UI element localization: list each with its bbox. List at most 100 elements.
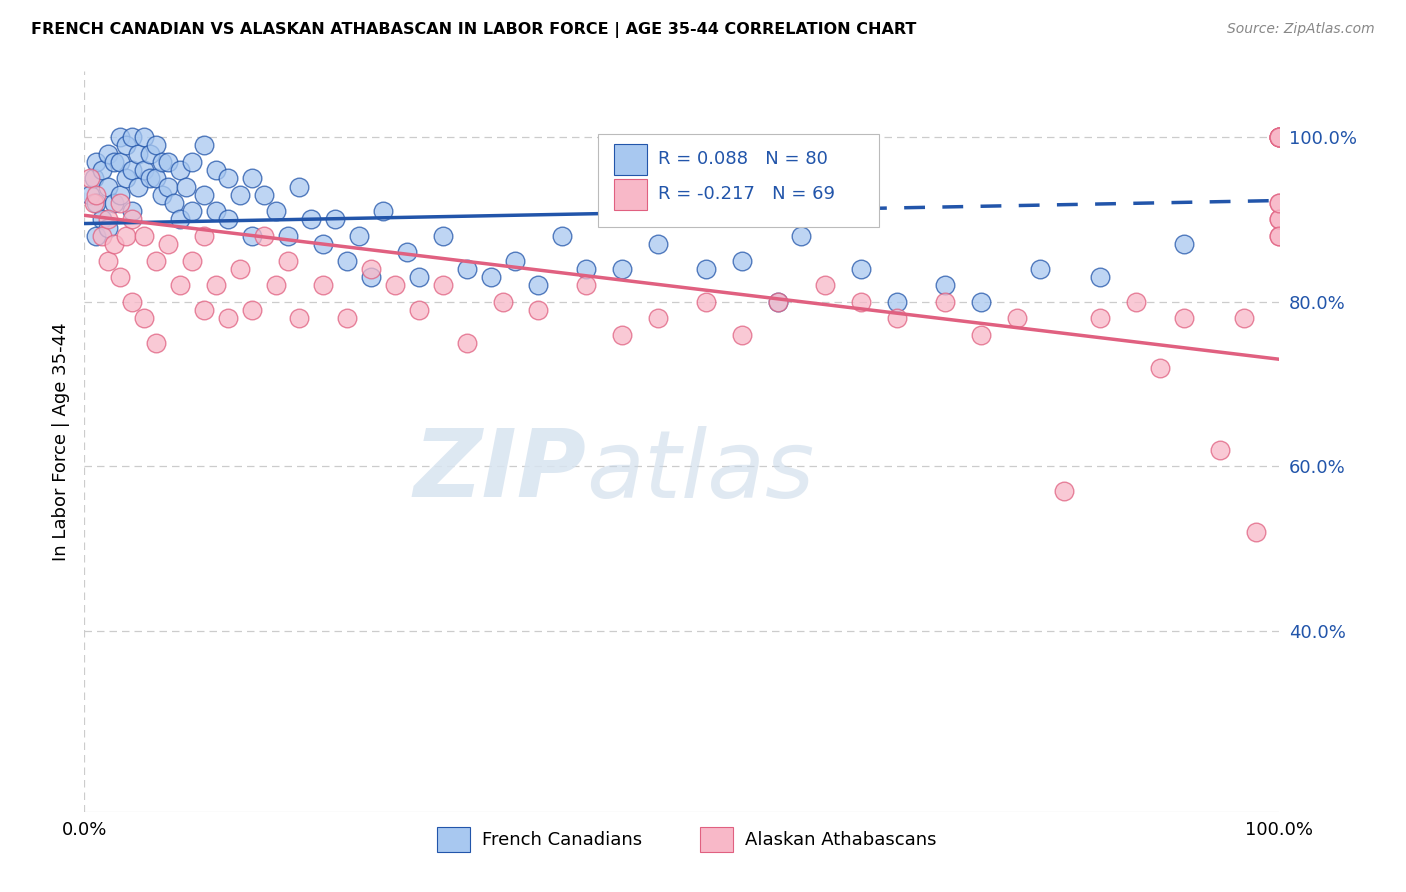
Point <box>288 179 311 194</box>
Point <box>157 154 180 169</box>
Point <box>253 228 276 243</box>
Text: atlas: atlas <box>586 425 814 516</box>
Point <box>181 204 204 219</box>
Point <box>193 302 215 317</box>
Point <box>277 228 299 243</box>
Point <box>139 146 162 161</box>
Point <box>1268 212 1291 227</box>
Point <box>217 311 239 326</box>
Point <box>240 171 263 186</box>
Point <box>312 278 335 293</box>
Point <box>503 253 526 268</box>
Point <box>575 261 598 276</box>
Point <box>492 294 515 309</box>
Point <box>886 311 908 326</box>
Point <box>1233 311 1256 326</box>
Point <box>432 278 454 293</box>
Point <box>121 130 143 145</box>
Point <box>731 253 754 268</box>
Point <box>790 228 813 243</box>
Text: R = -0.217   N = 69: R = -0.217 N = 69 <box>658 185 835 202</box>
Point <box>169 163 191 178</box>
Point <box>91 228 114 243</box>
Point <box>79 171 101 186</box>
Point <box>132 228 156 243</box>
Point <box>127 179 149 194</box>
Point <box>336 311 359 326</box>
Point <box>150 187 173 202</box>
Point <box>121 294 143 309</box>
Point <box>229 261 252 276</box>
Point <box>240 302 263 317</box>
Point <box>132 163 156 178</box>
Point <box>169 212 191 227</box>
Point <box>1029 261 1052 276</box>
Y-axis label: In Labor Force | Age 35-44: In Labor Force | Age 35-44 <box>52 322 70 561</box>
Text: R = 0.088   N = 80: R = 0.088 N = 80 <box>658 150 828 168</box>
Point <box>205 204 228 219</box>
Point <box>121 212 143 227</box>
Point <box>103 196 125 211</box>
Point <box>647 237 669 252</box>
Point <box>970 327 993 342</box>
Text: FRENCH CANADIAN VS ALASKAN ATHABASCAN IN LABOR FORCE | AGE 35-44 CORRELATION CHA: FRENCH CANADIAN VS ALASKAN ATHABASCAN IN… <box>31 22 917 38</box>
Text: French Canadians: French Canadians <box>482 830 643 849</box>
Point <box>205 163 228 178</box>
Point <box>97 253 120 268</box>
Point <box>181 253 204 268</box>
Bar <box>614 144 647 175</box>
Point <box>612 327 634 342</box>
Point <box>83 171 105 186</box>
Point <box>1268 228 1291 243</box>
Point <box>110 130 132 145</box>
Point <box>145 138 167 153</box>
Point <box>110 154 132 169</box>
Point <box>1268 130 1291 145</box>
Point <box>132 311 156 326</box>
Point <box>193 228 215 243</box>
Point <box>91 212 114 227</box>
Point <box>384 278 406 293</box>
Point <box>264 278 287 293</box>
Point <box>766 294 789 309</box>
Point <box>336 253 359 268</box>
Point <box>1244 524 1267 539</box>
Text: Source: ZipAtlas.com: Source: ZipAtlas.com <box>1227 22 1375 37</box>
Point <box>1268 130 1291 145</box>
Point <box>479 270 502 285</box>
Text: Alaskan Athabascans: Alaskan Athabascans <box>745 830 936 849</box>
Point <box>240 228 263 243</box>
Point <box>360 261 382 276</box>
Point <box>575 278 598 293</box>
Point <box>174 179 197 194</box>
Point <box>163 196 186 211</box>
Point <box>157 237 180 252</box>
Point <box>86 154 108 169</box>
Point <box>264 204 287 219</box>
Point <box>86 228 108 243</box>
Point <box>1209 442 1232 457</box>
Point <box>115 138 138 153</box>
Point <box>1268 196 1291 211</box>
Point <box>1268 228 1291 243</box>
Point <box>97 220 120 235</box>
Point <box>970 294 993 309</box>
Point <box>325 212 347 227</box>
Point <box>132 130 156 145</box>
Point <box>91 163 114 178</box>
Point <box>1173 311 1195 326</box>
Point <box>145 335 167 350</box>
Point <box>288 311 311 326</box>
Point <box>181 154 204 169</box>
Point <box>139 171 162 186</box>
Point <box>1268 212 1291 227</box>
Point <box>115 228 138 243</box>
Text: ZIP: ZIP <box>413 425 586 517</box>
FancyBboxPatch shape <box>599 135 879 227</box>
Point <box>456 335 478 350</box>
Point <box>1090 270 1112 285</box>
Point <box>145 171 167 186</box>
Point <box>456 261 478 276</box>
Point <box>731 327 754 342</box>
Point <box>360 270 382 285</box>
